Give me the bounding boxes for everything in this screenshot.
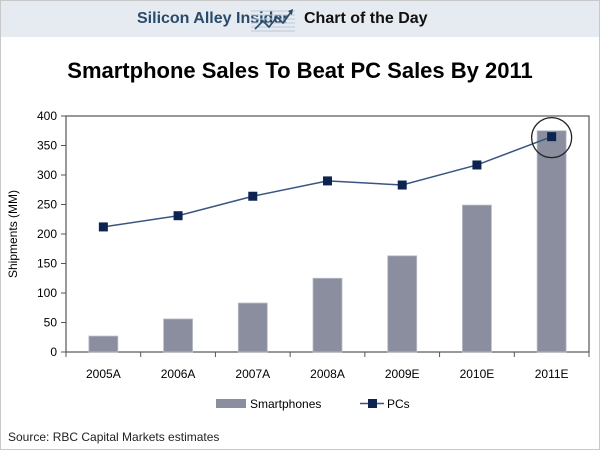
y-tick-label: 300 bbox=[37, 168, 57, 182]
y-tick-label: 350 bbox=[37, 139, 57, 153]
y-axis-label: Shipments (MM) bbox=[6, 190, 20, 278]
x-tick-label: 2008A bbox=[310, 367, 345, 381]
x-tick-label: 2007A bbox=[235, 367, 270, 381]
y-tick-label: 100 bbox=[37, 286, 57, 300]
chart-title: Smartphone Sales To Beat PC Sales By 201… bbox=[67, 58, 533, 83]
marker-pcs-2011E bbox=[547, 132, 557, 142]
x-tick-label: 2011E bbox=[535, 367, 569, 381]
x-tick-label: 2005A bbox=[86, 367, 121, 381]
y-tick-label: 200 bbox=[37, 227, 57, 241]
brand-name: Silicon Alley Insider bbox=[137, 10, 289, 27]
marker-pcs-2009E bbox=[397, 180, 407, 190]
marker-pcs-2005A bbox=[98, 222, 108, 232]
x-tick-label: 2009E bbox=[385, 367, 420, 381]
bar-smartphones-2006A bbox=[163, 318, 193, 353]
marker-pcs-2007A bbox=[248, 191, 258, 201]
legend-label-pcs: PCs bbox=[387, 397, 410, 411]
legend-label-smartphones: Smartphones bbox=[250, 397, 321, 411]
y-tick-label: 0 bbox=[50, 345, 57, 359]
legend-swatch-smartphones bbox=[216, 399, 246, 408]
marker-pcs-2008A bbox=[323, 176, 332, 186]
y-tick-label: 50 bbox=[44, 316, 58, 330]
source-note: Source: RBC Capital Markets estimates bbox=[8, 430, 220, 444]
legend-marker-pcs bbox=[368, 399, 377, 408]
bar-smartphones-2011E bbox=[536, 130, 567, 353]
x-tick-label: 2010E bbox=[460, 367, 495, 381]
y-tick-label: 400 bbox=[37, 109, 57, 123]
bar-smartphones-2010E bbox=[462, 204, 492, 353]
x-tick-label: 2006A bbox=[161, 367, 196, 381]
bar-smartphones-2008A bbox=[312, 277, 343, 353]
bar-smartphones-2007A bbox=[237, 302, 268, 353]
section-name: Chart of the Day bbox=[304, 10, 428, 27]
marker-pcs-2006A bbox=[173, 211, 183, 221]
marker-pcs-2010E bbox=[472, 160, 482, 170]
bar-smartphones-2009E bbox=[387, 255, 418, 353]
highlight-circle bbox=[530, 116, 573, 159]
bar-smartphones-2005A bbox=[88, 335, 119, 353]
rising-chart-icon bbox=[251, 9, 295, 32]
y-tick-label: 150 bbox=[37, 257, 57, 271]
y-tick-label: 250 bbox=[37, 198, 57, 212]
header-bar: Silicon Alley Insider Chart of the Day bbox=[1, 1, 599, 37]
